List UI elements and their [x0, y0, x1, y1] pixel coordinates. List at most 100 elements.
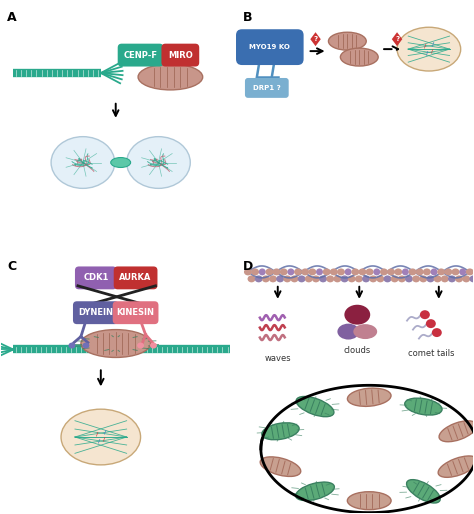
Text: MIRO: MIRO [168, 50, 193, 60]
Ellipse shape [61, 409, 141, 465]
Ellipse shape [262, 276, 270, 282]
Ellipse shape [407, 480, 440, 503]
FancyBboxPatch shape [236, 29, 304, 65]
FancyBboxPatch shape [75, 266, 117, 289]
Ellipse shape [337, 268, 345, 276]
Ellipse shape [150, 342, 157, 348]
Ellipse shape [51, 137, 115, 188]
Text: CDK1: CDK1 [83, 273, 109, 282]
FancyBboxPatch shape [73, 301, 118, 324]
Ellipse shape [423, 268, 431, 276]
Ellipse shape [402, 268, 409, 276]
Ellipse shape [412, 276, 420, 282]
Ellipse shape [362, 276, 370, 282]
Ellipse shape [347, 388, 391, 407]
Ellipse shape [437, 268, 445, 276]
Ellipse shape [127, 137, 190, 188]
Ellipse shape [82, 342, 90, 348]
Ellipse shape [439, 421, 474, 442]
Ellipse shape [251, 268, 259, 276]
Ellipse shape [380, 268, 388, 276]
Text: AURKA: AURKA [119, 273, 152, 282]
Ellipse shape [445, 268, 452, 276]
Text: B: B [243, 11, 253, 24]
Ellipse shape [305, 276, 313, 282]
Ellipse shape [427, 276, 435, 282]
FancyBboxPatch shape [118, 44, 164, 66]
Text: waves: waves [264, 355, 291, 363]
Ellipse shape [244, 268, 252, 276]
Ellipse shape [345, 268, 352, 276]
Ellipse shape [369, 276, 377, 282]
Ellipse shape [409, 268, 417, 276]
Ellipse shape [337, 324, 359, 340]
Ellipse shape [448, 276, 456, 282]
Polygon shape [392, 32, 402, 46]
Ellipse shape [272, 79, 278, 83]
Ellipse shape [391, 276, 399, 282]
Ellipse shape [296, 396, 334, 417]
Text: /: / [432, 42, 434, 47]
Ellipse shape [69, 342, 75, 348]
Ellipse shape [291, 276, 299, 282]
Ellipse shape [420, 310, 430, 319]
Ellipse shape [260, 457, 301, 476]
Ellipse shape [432, 328, 442, 337]
Text: D: D [243, 260, 253, 273]
Ellipse shape [341, 276, 348, 282]
Ellipse shape [276, 276, 284, 282]
Text: /: / [103, 436, 105, 442]
Ellipse shape [81, 329, 151, 357]
Ellipse shape [296, 482, 334, 501]
Ellipse shape [374, 268, 380, 276]
FancyBboxPatch shape [245, 78, 289, 98]
Ellipse shape [387, 268, 395, 276]
Ellipse shape [351, 268, 359, 276]
Ellipse shape [247, 276, 255, 282]
Ellipse shape [269, 276, 277, 282]
Ellipse shape [434, 276, 442, 282]
Text: CENP-F: CENP-F [124, 50, 157, 60]
Ellipse shape [265, 268, 273, 276]
Ellipse shape [283, 276, 292, 282]
Ellipse shape [340, 48, 378, 66]
Ellipse shape [259, 79, 265, 83]
Text: /: / [426, 50, 428, 56]
Text: A: A [8, 11, 17, 24]
Ellipse shape [398, 276, 406, 282]
Ellipse shape [348, 276, 356, 282]
Ellipse shape [438, 456, 474, 478]
Ellipse shape [316, 268, 323, 276]
Ellipse shape [355, 276, 363, 282]
Ellipse shape [405, 276, 413, 282]
Text: ?: ? [395, 36, 399, 42]
Ellipse shape [251, 79, 257, 83]
Ellipse shape [405, 398, 442, 415]
Ellipse shape [330, 268, 338, 276]
Ellipse shape [441, 276, 449, 282]
Ellipse shape [323, 268, 331, 276]
Ellipse shape [301, 268, 309, 276]
Ellipse shape [309, 268, 316, 276]
Ellipse shape [426, 319, 436, 328]
Ellipse shape [111, 157, 131, 168]
Ellipse shape [353, 324, 377, 339]
Ellipse shape [376, 276, 384, 282]
Text: DRP1 ?: DRP1 ? [253, 85, 281, 91]
Ellipse shape [430, 268, 438, 276]
Ellipse shape [328, 32, 366, 50]
Ellipse shape [259, 268, 266, 276]
Text: /: / [98, 438, 100, 444]
Ellipse shape [383, 276, 392, 282]
Ellipse shape [347, 492, 391, 509]
FancyBboxPatch shape [162, 44, 199, 66]
Text: MYO19 KO: MYO19 KO [249, 44, 290, 50]
Ellipse shape [255, 276, 263, 282]
Text: /: / [104, 430, 106, 434]
Ellipse shape [138, 64, 203, 90]
Ellipse shape [419, 276, 427, 282]
Ellipse shape [397, 27, 461, 71]
Ellipse shape [365, 268, 374, 276]
Text: ?: ? [313, 36, 318, 42]
Ellipse shape [312, 276, 320, 282]
